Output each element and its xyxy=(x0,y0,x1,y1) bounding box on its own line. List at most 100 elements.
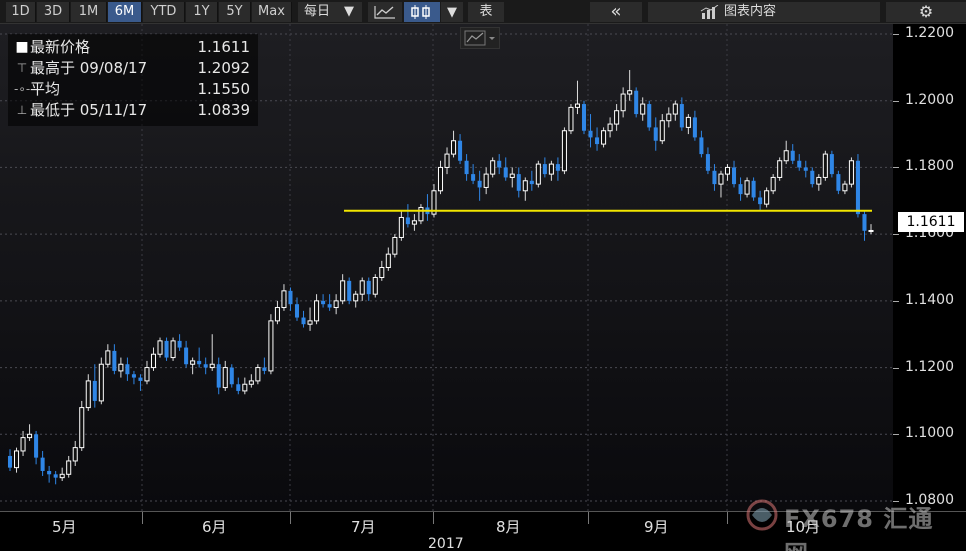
candle-body[interactable] xyxy=(561,130,567,172)
candle-body[interactable] xyxy=(437,166,444,192)
candle-body[interactable] xyxy=(34,434,39,458)
candle-body[interactable] xyxy=(314,300,320,322)
candle-body[interactable] xyxy=(105,350,111,365)
candle-body[interactable] xyxy=(347,280,352,301)
candle-body[interactable] xyxy=(640,103,646,115)
candle-body[interactable] xyxy=(803,167,808,171)
candle-body[interactable] xyxy=(490,160,496,175)
candle-body[interactable] xyxy=(744,180,750,195)
candle-body[interactable] xyxy=(751,180,756,198)
candle-body[interactable] xyxy=(372,277,378,295)
range-max-button[interactable]: Max xyxy=(252,2,292,22)
candle-body[interactable] xyxy=(366,280,371,295)
candle-body[interactable] xyxy=(131,374,136,378)
candle-body[interactable] xyxy=(764,190,770,205)
candle-body[interactable] xyxy=(327,304,332,308)
candle-body[interactable] xyxy=(118,363,124,372)
candle-body[interactable] xyxy=(236,384,241,391)
candle-body[interactable] xyxy=(92,380,97,401)
candle-body[interactable] xyxy=(444,153,450,168)
candlestick-plot[interactable] xyxy=(0,24,893,511)
candle-body[interactable] xyxy=(209,363,215,369)
candle-body[interactable] xyxy=(72,447,78,462)
candle-body[interactable] xyxy=(634,90,639,115)
candle-body[interactable] xyxy=(431,190,437,215)
candle-body[interactable] xyxy=(522,180,528,192)
candle-body[interactable] xyxy=(529,180,534,185)
candle-body[interactable] xyxy=(810,170,815,185)
candle-body[interactable] xyxy=(20,437,26,452)
candle-body[interactable] xyxy=(614,110,620,125)
candle-body[interactable] xyxy=(679,104,684,128)
candle-body[interactable] xyxy=(359,280,365,295)
candle-body[interactable] xyxy=(53,474,58,478)
candle-body[interactable] xyxy=(758,197,763,205)
range-5y-button[interactable]: 5Y xyxy=(219,2,251,22)
candle-body[interactable] xyxy=(294,304,300,318)
legend-row-avg[interactable]: -∘- 平均 1.1550 xyxy=(8,79,258,99)
candle-body[interactable] xyxy=(659,120,665,142)
candle-body[interactable] xyxy=(822,153,828,178)
candle-body[interactable] xyxy=(509,173,515,178)
candle-body[interactable] xyxy=(471,174,476,181)
candle-body[interactable] xyxy=(40,457,45,471)
candle-body[interactable] xyxy=(548,163,554,175)
candle-body[interactable] xyxy=(59,473,65,479)
candle-body[interactable] xyxy=(777,160,783,178)
candle-body[interactable] xyxy=(477,180,482,188)
candle-body[interactable] xyxy=(379,267,385,279)
candle-body[interactable] xyxy=(170,340,176,359)
candle-body[interactable] xyxy=(868,229,874,232)
candle-body[interactable] xyxy=(47,470,52,475)
candle-body[interactable] xyxy=(27,433,33,439)
candle-body[interactable] xyxy=(568,106,574,132)
chart-type-dropdown[interactable]: ▼ xyxy=(441,2,463,22)
candle-body[interactable] xyxy=(483,173,489,188)
candle-body[interactable] xyxy=(340,280,346,302)
candle-body[interactable] xyxy=(405,217,410,225)
candle-body[interactable] xyxy=(216,364,221,388)
candle-body[interactable] xyxy=(738,184,743,195)
candle-body[interactable] xyxy=(138,377,143,381)
candle-body[interactable] xyxy=(718,173,724,185)
candle-body[interactable] xyxy=(203,364,208,368)
indicator-picker-button[interactable] xyxy=(460,27,500,49)
candle-body[interactable] xyxy=(268,320,274,372)
candle-body[interactable] xyxy=(274,307,280,322)
candle-body[interactable] xyxy=(248,380,254,385)
chart-content-button[interactable]: 图表内容 xyxy=(648,2,880,22)
candle-body[interactable] xyxy=(653,127,658,141)
legend-row-last[interactable]: ■ 最新价格 1.1611 xyxy=(8,37,258,57)
candle-body[interactable] xyxy=(770,176,776,192)
candle-body[interactable] xyxy=(157,340,163,355)
line-chart-type-button[interactable] xyxy=(368,2,402,22)
candle-body[interactable] xyxy=(222,367,228,389)
candle-body[interactable] xyxy=(797,160,802,168)
candle-body[interactable] xyxy=(281,290,287,309)
candle-body[interactable] xyxy=(385,253,391,268)
range-3d-button[interactable]: 3D xyxy=(37,2,70,22)
candle-body[interactable] xyxy=(353,293,359,302)
settings-button[interactable]: ⚙ xyxy=(886,2,966,22)
candle-body[interactable] xyxy=(836,174,841,191)
candle-body[interactable] xyxy=(712,170,717,185)
candle-body[interactable] xyxy=(392,236,398,255)
candle-body[interactable] xyxy=(262,367,267,371)
candle-body[interactable] xyxy=(229,367,234,385)
range-1m-button[interactable]: 1M xyxy=(71,2,107,22)
candle-body[interactable] xyxy=(607,123,613,132)
candle-body[interactable] xyxy=(197,360,202,365)
range-6m-button[interactable]: 6M xyxy=(108,2,142,22)
candle-body[interactable] xyxy=(574,103,580,108)
candle-body[interactable] xyxy=(451,140,457,155)
candle-body[interactable] xyxy=(672,103,678,115)
candle-body[interactable] xyxy=(112,350,117,371)
candle-body[interactable] xyxy=(724,166,731,175)
candle-body[interactable] xyxy=(150,353,157,369)
candle-body[interactable] xyxy=(542,164,547,175)
candlestick-chart-type-button[interactable] xyxy=(404,2,440,22)
candle-body[interactable] xyxy=(842,183,848,192)
candle-body[interactable] xyxy=(620,93,626,112)
candle-body[interactable] xyxy=(464,160,469,175)
candle-body[interactable] xyxy=(862,214,867,231)
